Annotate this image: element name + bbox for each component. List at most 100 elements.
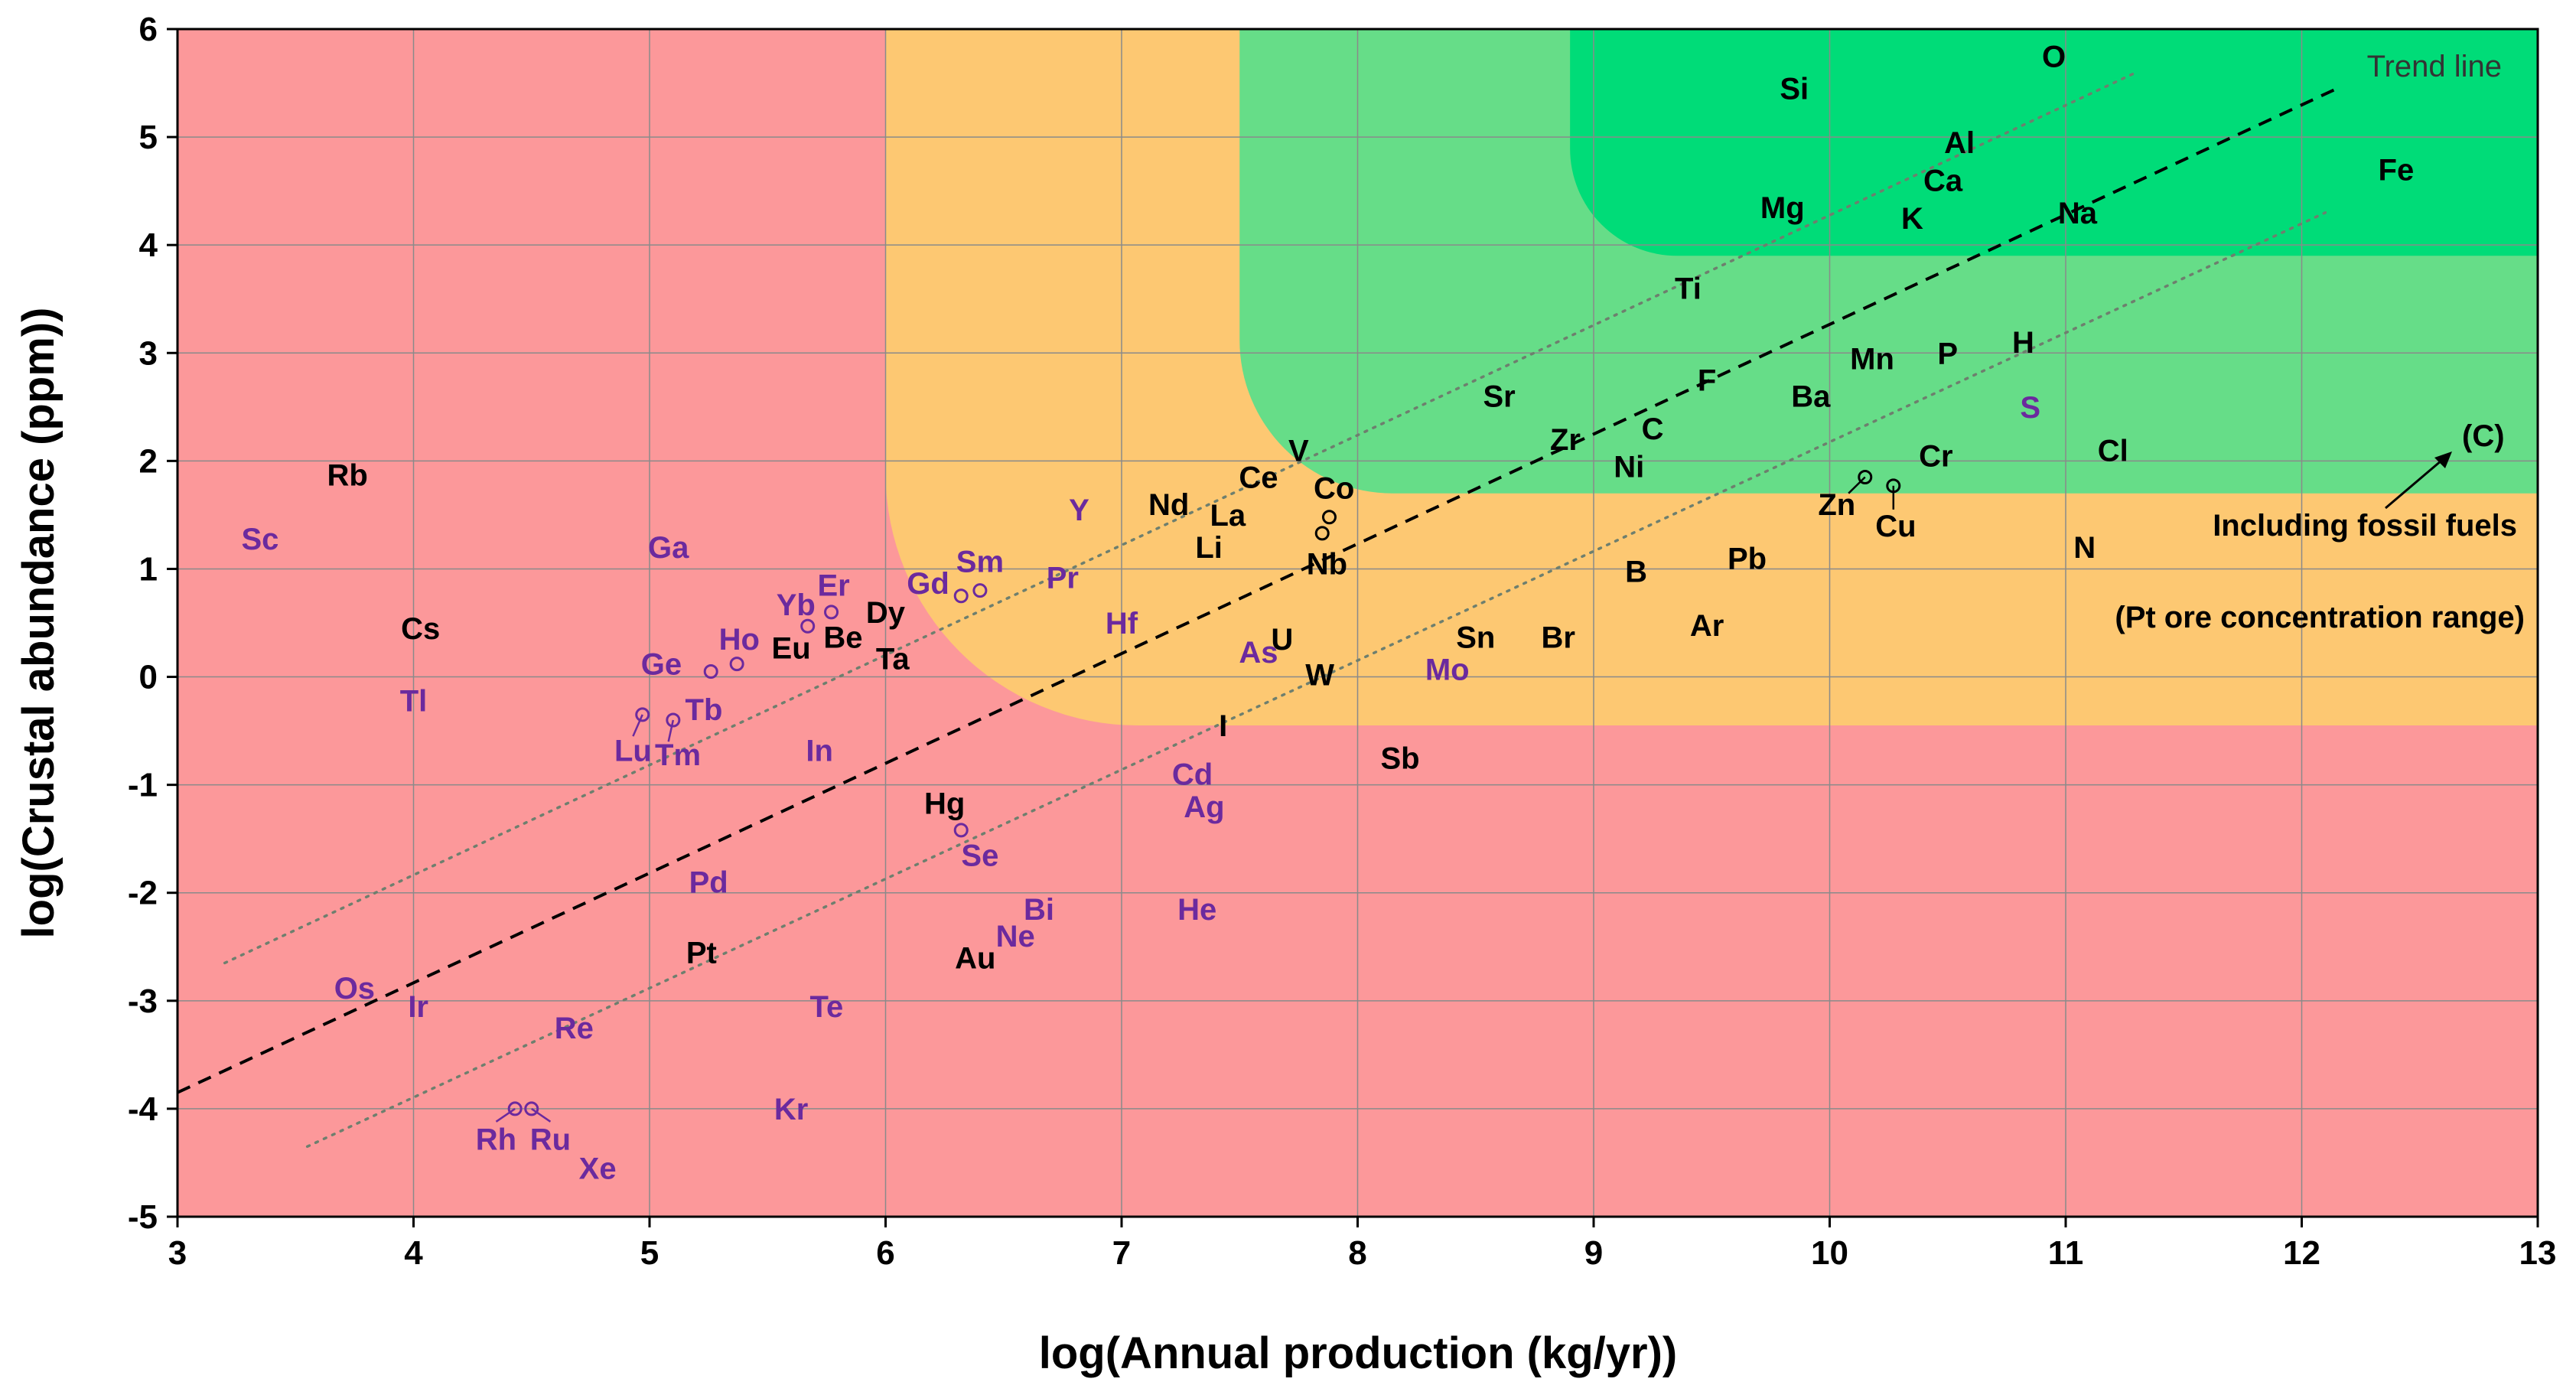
point-label-re: Re [555,1012,594,1045]
point-label-n: N [2073,531,2096,565]
point-label-hf: Hf [1106,607,1138,640]
marker-se [953,823,969,838]
marker-tb [703,663,718,679]
point-label-hg: Hg [924,787,965,821]
point-label-zn: Zn [1818,488,1855,522]
point-label-pr: Pr [1047,562,1079,595]
x-tick-label-7: 7 [1112,1234,1131,1272]
pt-ore-range-label: (Pt ore concentration range) [2115,601,2525,634]
point-label-er: Er [818,569,850,603]
x-tick-label-8: 8 [1348,1234,1366,1272]
point-label-rb: Rb [327,459,367,493]
y-tick-label-5: 5 [139,119,158,156]
point-label-sc: Sc [242,523,279,556]
point-label-sm: Sm [956,546,1004,579]
leader-ru [531,1107,552,1123]
y-tick-label--2: -2 [128,875,158,912]
point-label-ca: Ca [1923,165,1963,198]
point-label-eu: Eu [772,631,811,665]
trend-line-upper [223,70,2138,965]
y-tick-label-3: 3 [139,334,158,372]
leader-zn [1848,476,1866,494]
point-label-v: V [1288,434,1309,468]
trend-line-lower [305,211,2327,1149]
point-label-nb: Nb [1307,547,1347,581]
point-markers [495,470,1901,1123]
y-tick-label--3: -3 [128,983,158,1020]
point-label-kr: Kr [774,1093,808,1126]
point-label-se: Se [961,839,998,872]
fossil-arrow [2385,455,2447,510]
y-tick-label-6: 6 [139,11,158,48]
point-label-tb: Tb [686,693,723,727]
marker-rh [507,1101,523,1116]
y-tick-label-4: 4 [139,227,158,264]
x-axis-title: log(Annual production (kg/yr)) [1039,1328,1677,1378]
point-label-ar: Ar [1690,609,1724,643]
point-label-cl: Cl [2098,434,2128,468]
x-tick-label-12: 12 [2283,1234,2320,1272]
y-tick-label--4: -4 [128,1090,158,1128]
point-label-he: He [1177,893,1216,927]
point-label-in: In [806,734,833,768]
point-label-ni: Ni [1614,450,1644,484]
point-label-tl: Tl [400,685,428,719]
marker-ru [524,1101,539,1116]
point-label-cu: Cu [1875,510,1916,543]
point-label-o: O [2042,40,2066,73]
point-label-cd: Cd [1172,758,1213,792]
point-label-mg: Mg [1760,191,1805,225]
point-label-rh: Rh [476,1123,516,1156]
x-tick-label-10: 10 [1811,1234,1848,1272]
point-label-y: Y [1069,494,1089,527]
x-tick-label-9: 9 [1584,1234,1603,1272]
point-label-ne: Ne [996,920,1035,953]
marker-co [1321,510,1337,525]
point-label-mo: Mo [1425,653,1470,687]
y-tick-label--5: -5 [128,1198,158,1236]
point-label-c: C [1642,412,1664,446]
point-label-as: As [1239,636,1278,670]
point-label-ge: Ge [641,648,682,682]
x-tick-label-5: 5 [640,1234,659,1272]
point-label-au: Au [955,941,995,975]
x-tick-label-4: 4 [404,1234,423,1272]
leader-tm [667,719,675,742]
point-label-cs: Cs [401,612,440,646]
point-label-ga: Ga [648,531,689,565]
x-tick-label-13: 13 [2519,1234,2557,1272]
point-label-b: B [1625,555,1647,588]
marker-ho [729,657,744,672]
y-axis-title: log(Crustal abundance (ppm)) [14,308,64,939]
point-label-k: K [1901,202,1923,236]
point-label-dy: Dy [866,596,906,630]
y-tick-label--1: -1 [128,767,158,804]
carbon-label: (C) [2462,419,2505,453]
point-label-sn: Sn [1456,621,1495,654]
point-label-gd: Gd [907,567,949,601]
marker-sm [972,583,988,598]
point-label-fe: Fe [2379,153,2415,187]
point-label-sb: Sb [1380,742,1419,775]
point-label-na: Na [2058,197,2098,230]
point-label-br: Br [1541,621,1575,654]
point-label-be: Be [823,621,862,654]
y-tick-label-2: 2 [139,442,158,480]
marker-yb [800,618,816,634]
point-label-f: F [1698,364,1716,398]
point-label-ir: Ir [408,990,428,1024]
x-tick-label-3: 3 [168,1234,187,1272]
point-label-cr: Cr [1919,439,1952,473]
point-label-la: La [1210,499,1246,533]
point-label-ta: Ta [876,643,910,676]
point-label-co: Co [1314,472,1354,506]
fossil-arrow-head [2434,451,2452,468]
marker-gd [953,588,969,604]
marker-er [824,605,839,620]
y-tick-label-1: 1 [139,550,158,588]
marker-zn [1858,470,1873,485]
point-label-w: W [1305,659,1334,693]
x-tick-label-11: 11 [2048,1234,2084,1272]
trend-line-trend [177,86,2338,1094]
